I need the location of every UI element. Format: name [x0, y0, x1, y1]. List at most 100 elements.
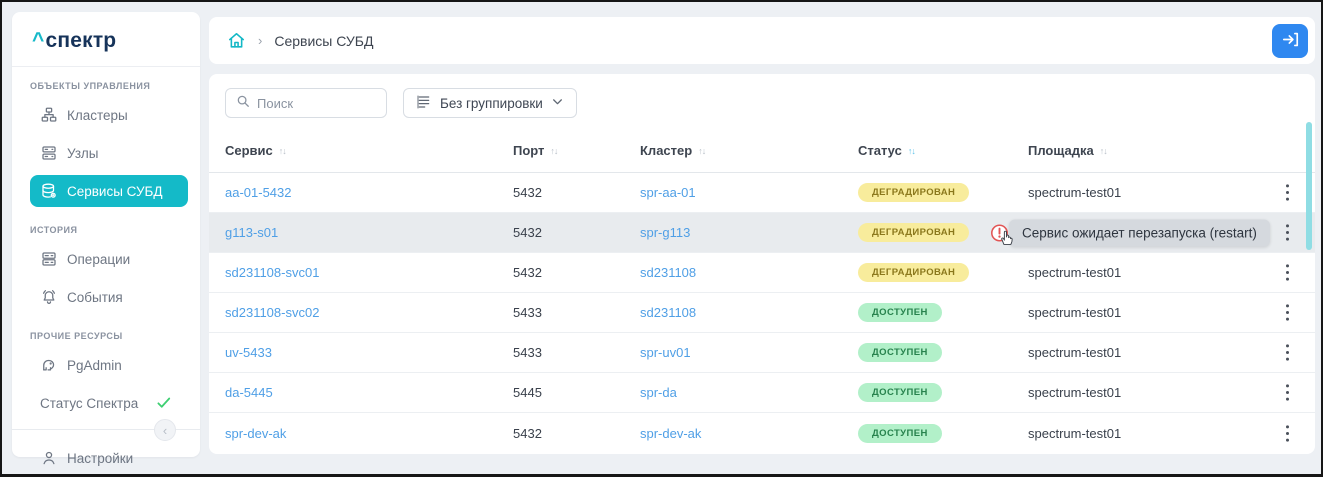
port-value: 5432: [513, 425, 542, 441]
port-value: 5432: [513, 265, 542, 280]
table-row: da-5445 5445 spr-da ДОСТУПЕН spectrum-test01: [209, 373, 1315, 413]
sort-icon[interactable]: ↑↓: [1099, 145, 1108, 156]
sidebar-nav: ОБЪЕКТЫ УПРАВЛЕНИЯ Кластеры Узлы Сервисы СУ…: [12, 67, 200, 425]
cluster-link[interactable]: spr-g113: [640, 225, 691, 240]
sidebar: ^спектр ОБЪЕКТЫ УПРАВЛЕНИЯ Кластеры Узлы Се…: [12, 12, 200, 466]
status-badge: ДОСТУПЕН: [858, 423, 942, 443]
row-menu-button[interactable]: [1281, 261, 1294, 284]
warning-icon[interactable]: [990, 223, 1009, 242]
site-value: spectrum-test01: [1028, 425, 1122, 441]
events-icon: [40, 288, 58, 306]
sidebar-item-events[interactable]: События: [30, 281, 188, 313]
row-actions: [1281, 422, 1299, 445]
column-header[interactable]: Площадка ↑↓: [1028, 143, 1268, 158]
row-menu-button[interactable]: [1281, 422, 1294, 445]
status-cell: ДОСТУПЕН: [858, 383, 1028, 402]
site-value: spectrum-test01: [1028, 305, 1122, 320]
port-value: 5433: [513, 345, 542, 360]
home-icon[interactable]: [227, 31, 246, 50]
cluster-link[interactable]: spr-da: [640, 385, 677, 400]
status-badge: ДЕГРАДИРОВАН: [858, 263, 970, 282]
port-value: 5432: [513, 185, 542, 200]
search-box[interactable]: [225, 88, 387, 118]
sort-icon[interactable]: ↑↓: [907, 145, 916, 156]
service-link[interactable]: da-5445: [225, 385, 273, 400]
sidebar-item-label: Статус Спектра: [40, 395, 139, 411]
column-header[interactable]: Статус ↑↓: [858, 143, 1028, 158]
status-cell: ДОСТУПЕН: [858, 303, 1028, 322]
services-table-card: Без группировки Сервис↑↓Порт↑↓Кластер↑↓С…: [209, 74, 1315, 454]
table-row: g113-s01 5432 spr-g113 ДЕГРАДИРОВАН Сервис о…: [209, 213, 1315, 253]
pgadmin-icon: [40, 356, 58, 374]
chevron-right-icon: ›: [258, 33, 263, 48]
sidebar-item-clusters[interactable]: Кластеры: [30, 99, 188, 131]
app-logo: ^спектр: [12, 12, 200, 67]
sidebar-divider: ‹: [12, 419, 200, 441]
column-header[interactable]: Сервис ↑↓: [225, 143, 513, 158]
site-value: spectrum-test01: [1028, 385, 1122, 400]
grouping-label: Без группировки: [440, 95, 543, 111]
row-actions: [1281, 221, 1299, 244]
cluster-link[interactable]: sd231108: [640, 305, 697, 320]
clusters-icon: [40, 106, 58, 124]
sidebar-item-label: Операции: [67, 251, 131, 267]
sidebar-item-nodes[interactable]: Узлы: [30, 137, 188, 169]
service-link[interactable]: sd231108-svc02: [225, 305, 320, 320]
nav-section-label: ОБЪЕКТЫ УПРАВЛЕНИЯ: [30, 81, 151, 91]
row-menu-button[interactable]: [1281, 221, 1294, 244]
sort-icon[interactable]: ↑↓: [698, 145, 706, 156]
column-header[interactable]: Порт ↑↓: [513, 143, 640, 158]
table-row: sd231108-svc01 5432 sd231108 ДЕГРАДИРОВАН sp…: [209, 253, 1315, 293]
column-label: Сервис: [225, 143, 273, 158]
row-menu-button[interactable]: [1281, 301, 1294, 324]
cluster-link[interactable]: spr-dev-ak: [640, 425, 702, 441]
column-label: Порт: [513, 143, 545, 158]
nav-section-label: ИСТОРИЯ: [30, 225, 78, 235]
site-value: spectrum-test01: [1028, 185, 1122, 200]
sidebar-item-spectrum-status[interactable]: Статус Спектра: [30, 387, 188, 419]
column-header[interactable]: Кластер ↑↓: [640, 143, 858, 158]
service-link[interactable]: spr-dev-ak: [225, 425, 287, 441]
sidebar-item-label: Сервисы СУБД: [67, 183, 163, 199]
row-menu-button[interactable]: [1281, 381, 1294, 404]
status-tooltip-wrap: Сервис ожидает перезапуска (restart): [990, 219, 1270, 246]
table-header: Сервис ↑↓ Порт ↑↓ Кластер ↑↓ Статус ↑↓ Площадка ↑…: [209, 129, 1315, 173]
status-cell: ДОСТУПЕН: [858, 423, 1028, 443]
row-menu-button[interactable]: [1281, 181, 1294, 204]
cluster-link[interactable]: sd231108: [640, 265, 697, 280]
sidebar-item-settings[interactable]: Настройки: [30, 442, 188, 474]
sidebar-item-operations[interactable]: Операции: [30, 243, 188, 275]
site-value: spectrum-test01: [1028, 265, 1122, 280]
sort-icon[interactable]: ↑↓: [550, 145, 558, 156]
exit-button[interactable]: [1272, 23, 1308, 58]
cluster-link[interactable]: spr-uv01: [640, 345, 691, 360]
row-actions: [1281, 341, 1299, 364]
table-row: spr-dev-ak 5432 spr-dev-ak ДОСТУПЕН spectrum…: [209, 413, 1315, 453]
sidebar-item-label: События: [67, 289, 123, 305]
search-input[interactable]: [257, 95, 376, 111]
search-icon: [236, 94, 250, 113]
service-link[interactable]: g113-s01: [225, 225, 279, 240]
sidebar-item-db-services[interactable]: Сервисы СУБД: [30, 175, 188, 207]
sidebar-collapse-button[interactable]: ‹: [154, 419, 176, 441]
row-actions: [1281, 381, 1299, 404]
status-cell: ДЕГРАДИРОВАН: [858, 263, 1028, 282]
sort-icon[interactable]: ↑↓: [278, 145, 287, 156]
row-menu-button[interactable]: [1281, 341, 1294, 364]
cluster-link[interactable]: spr-aa-01: [640, 185, 696, 200]
status-badge: ДОСТУПЕН: [858, 383, 942, 402]
service-link[interactable]: sd231108-svc01: [225, 265, 320, 280]
site-value: spectrum-test01: [1028, 345, 1122, 360]
person-icon: [40, 449, 58, 467]
sidebar-item-label: Узлы: [67, 145, 99, 161]
sidebar-item-pgadmin[interactable]: PgAdmin: [30, 349, 188, 381]
grouping-dropdown[interactable]: Без группировки: [403, 88, 577, 118]
operations-icon: [40, 250, 58, 268]
service-link[interactable]: aa-01-5432: [225, 185, 292, 200]
table-row: aa-01-5432 5432 spr-aa-01 ДЕГРАДИРОВАН spect…: [209, 173, 1315, 213]
status-badge: ДЕГРАДИРОВАН: [858, 183, 970, 202]
vertical-scrollbar[interactable]: [1306, 122, 1312, 250]
sidebar-item-label: Настройки: [67, 450, 134, 466]
service-link[interactable]: uv-5433: [225, 345, 272, 360]
